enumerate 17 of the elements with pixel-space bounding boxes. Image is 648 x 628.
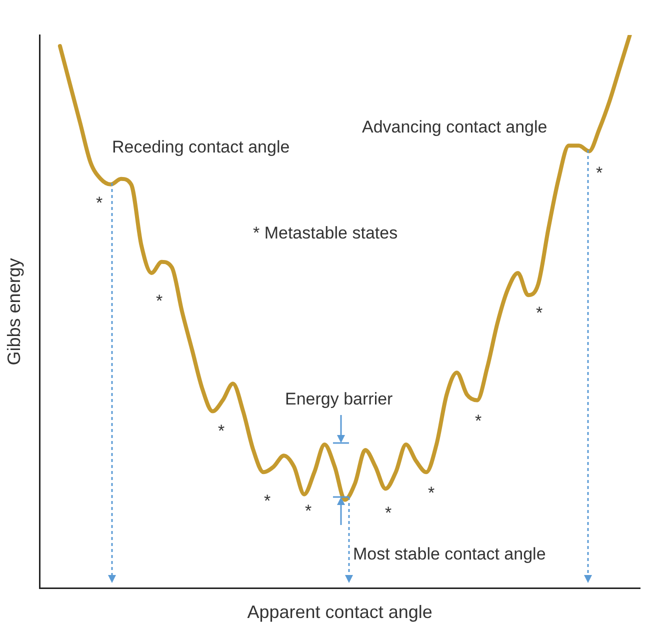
annotation: * [475,412,482,431]
annotation: * Metastable states [253,224,398,243]
annotation: * [96,194,103,213]
annotation: Energy barrier [285,390,394,409]
annotation: * [536,304,543,323]
annotation: * [156,292,163,311]
annotation: * [218,422,225,441]
annotation: * [596,164,603,183]
x-axis-title: Apparent contact angle [247,602,432,622]
y-axis-title: Gibbs energy [4,258,24,366]
annotation: Most stable contact angle [353,544,546,564]
annotation: * [428,484,435,503]
annotation: * [264,492,271,511]
annotation: * [305,502,312,521]
annotation: * [385,504,392,523]
annotation: Receding contact angle [112,138,290,157]
annotation: Advancing contact angle [362,118,548,137]
